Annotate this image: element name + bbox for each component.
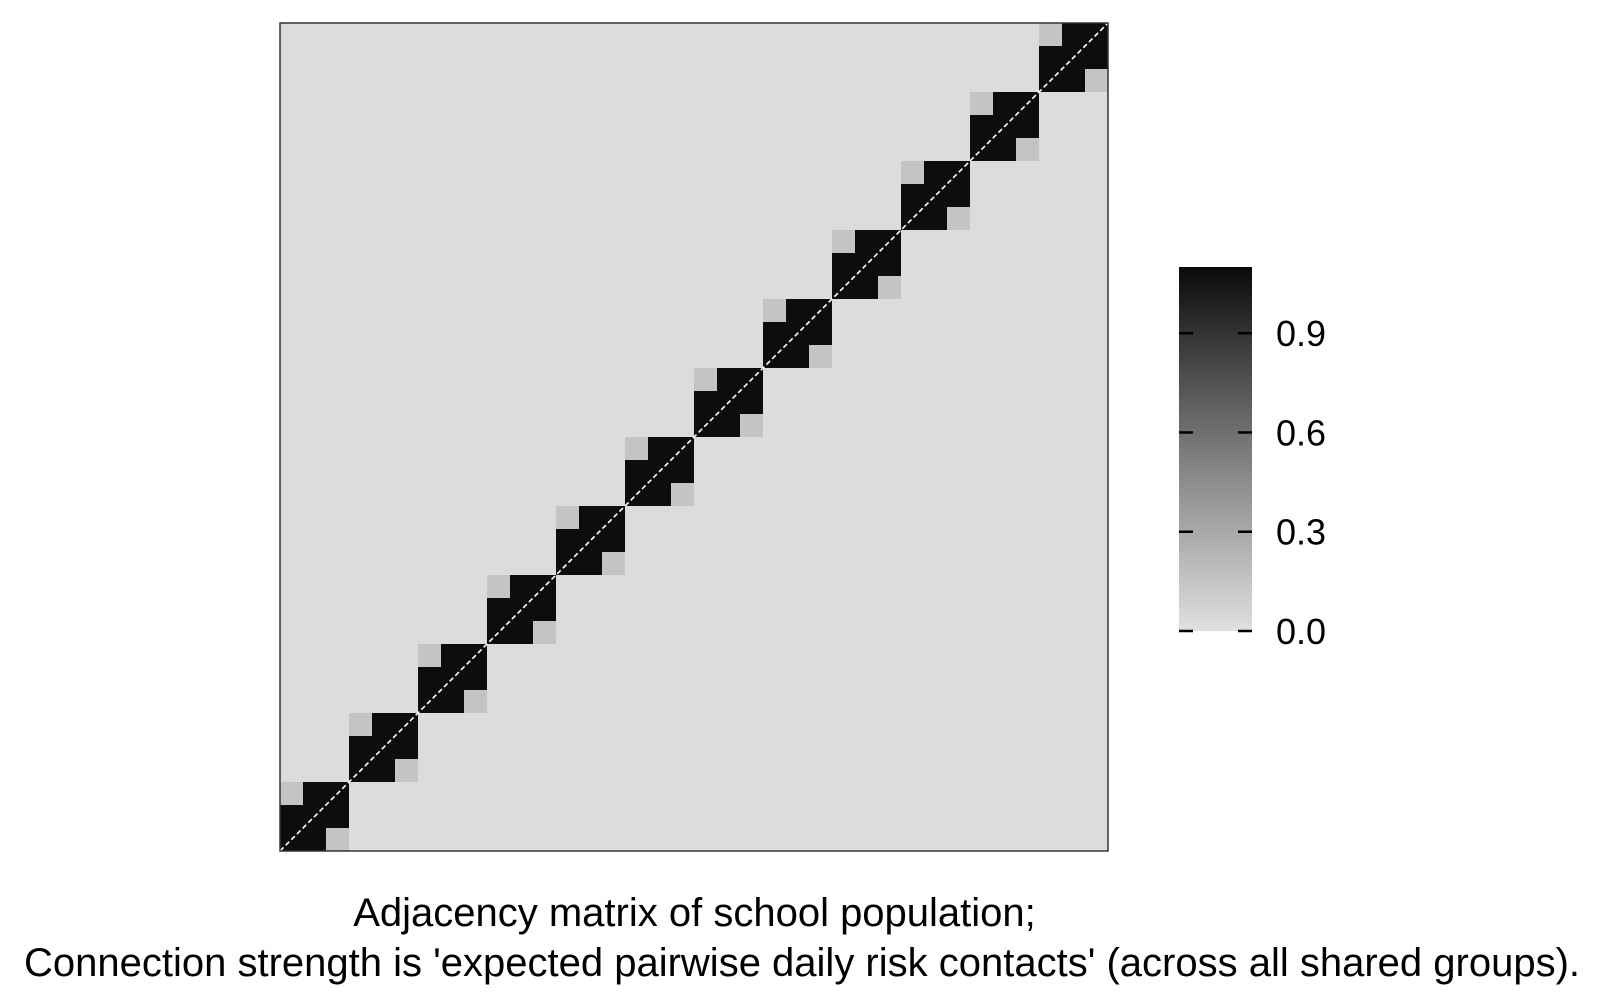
matrix-cell-strong (418, 667, 441, 690)
matrix-cell-strong (947, 161, 970, 184)
matrix-cell-strong (924, 184, 947, 207)
matrix-cell-strong (602, 529, 625, 552)
matrix-cell-strong (993, 92, 1016, 115)
matrix-cell-strong (901, 207, 924, 230)
chart-title: Adjacency matrix of school population; (353, 891, 1036, 935)
matrix-cell-strong (533, 575, 556, 598)
matrix-cell-strong (993, 138, 1016, 161)
matrix-cell-strong (924, 207, 947, 230)
matrix-cell-strong (326, 805, 349, 828)
matrix-cell-strong (579, 529, 602, 552)
matrix-diagonal (279, 22, 1109, 852)
matrix-cell-strong (1062, 23, 1085, 46)
matrix-cell-strong (349, 736, 372, 759)
matrix-cell-strong (786, 345, 809, 368)
matrix-cell-strong (395, 736, 418, 759)
matrix-cell-strong (372, 713, 395, 736)
matrix-cell-strong (717, 414, 740, 437)
matrix-cell-strong (441, 690, 464, 713)
matrix-cell-strong (694, 391, 717, 414)
matrix-cell-strong (303, 828, 326, 851)
matrix-panel (279, 22, 1109, 852)
matrix-cell-strong (832, 253, 855, 276)
matrix-cell-strong (855, 230, 878, 253)
matrix-cell-strong (441, 644, 464, 667)
matrix-cell-strong (671, 460, 694, 483)
matrix-cell-strong (878, 253, 901, 276)
matrix-cell-strong (878, 230, 901, 253)
matrix-cell-strong (970, 115, 993, 138)
matrix-cell-strong (648, 437, 671, 460)
matrix-cell-strong (510, 598, 533, 621)
matrix-cell-strong (648, 483, 671, 506)
colorbar-tick-label: 0.6 (1276, 412, 1326, 453)
matrix-cell-strong (625, 460, 648, 483)
matrix-cell-strong (740, 391, 763, 414)
matrix-cell-strong (602, 506, 625, 529)
chart-subtitle: Connection strength is 'expected pairwis… (24, 941, 1580, 985)
matrix-cell-strong (1085, 46, 1108, 69)
matrix-cell-strong (786, 299, 809, 322)
matrix-cell-strong (809, 322, 832, 345)
colorbar-gradient (1179, 267, 1252, 631)
matrix-cell-strong (855, 276, 878, 299)
matrix-cell-strong (487, 598, 510, 621)
matrix-cell-strong (1039, 46, 1062, 69)
matrix-cell-strong (510, 621, 533, 644)
matrix-cell-strong (763, 322, 786, 345)
colorbar-tick-label: 0.9 (1276, 313, 1326, 354)
matrix-cell-strong (372, 759, 395, 782)
matrix-cell-strong (510, 575, 533, 598)
matrix-cell-strong (901, 184, 924, 207)
matrix-border (279, 22, 1109, 852)
matrix-cell-strong (280, 805, 303, 828)
colorbar-tick-label: 0.0 (1276, 611, 1326, 652)
matrix-cell-strong (533, 598, 556, 621)
colorbar-tick-label: 0.3 (1276, 512, 1326, 553)
matrix-cell-strong (1016, 115, 1039, 138)
matrix-cell-strong (1062, 69, 1085, 92)
colorbar: 0.0 0.3 0.6 0.9 (1179, 267, 1326, 652)
matrix-cell-strong (579, 552, 602, 575)
matrix-cell-strong (464, 667, 487, 690)
matrix-cell-strong (924, 161, 947, 184)
matrix-cell-strong (556, 529, 579, 552)
matrix-cell-strong (303, 782, 326, 805)
matrix-cell-strong (579, 506, 602, 529)
matrix-cell-strong (855, 253, 878, 276)
matrix-cell-strong (717, 368, 740, 391)
matrix-cell-strong (947, 184, 970, 207)
matrix-cell-strong (556, 552, 579, 575)
